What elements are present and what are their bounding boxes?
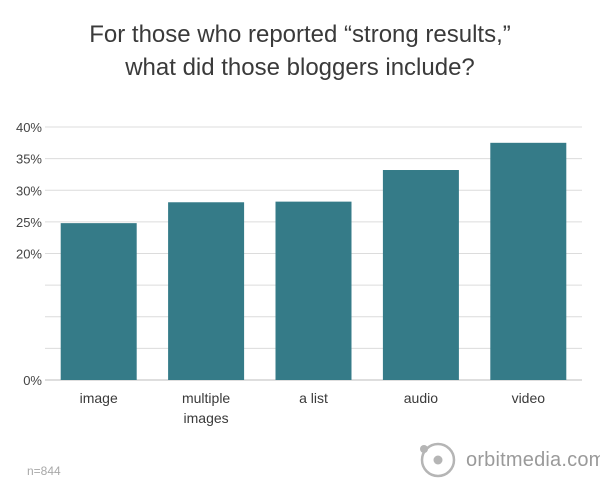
bar [490, 142, 567, 380]
chart-title: For those who reported “strong results,”… [0, 18, 600, 84]
x-tick-label: multiple images [182, 390, 230, 426]
y-tick-label: 0% [23, 373, 42, 388]
bar [275, 201, 352, 380]
bar [60, 223, 137, 380]
bar [382, 170, 459, 380]
y-tick-label: 25% [16, 215, 42, 230]
bar [168, 202, 245, 380]
chart-title-line-1: For those who reported “strong results,” [89, 21, 511, 48]
x-tick-label: video [512, 390, 546, 406]
y-tick-label: 20% [16, 247, 42, 262]
y-tick-label: 30% [16, 183, 42, 198]
y-tick-label: 40% [16, 120, 42, 135]
y-tick-label: 35% [16, 152, 42, 167]
brand-logo[interactable]: orbitmedia.com [418, 440, 600, 480]
orbit-icon [420, 442, 456, 478]
sample-size-note: n=844 [27, 464, 61, 478]
x-tick-label: image [80, 390, 118, 406]
x-tick-label: a list [299, 390, 328, 406]
x-tick-label: audio [404, 390, 438, 406]
brand-name: orbitmedia.com [466, 448, 600, 471]
chart-title-line-2: what did those bloggers include? [125, 54, 475, 81]
